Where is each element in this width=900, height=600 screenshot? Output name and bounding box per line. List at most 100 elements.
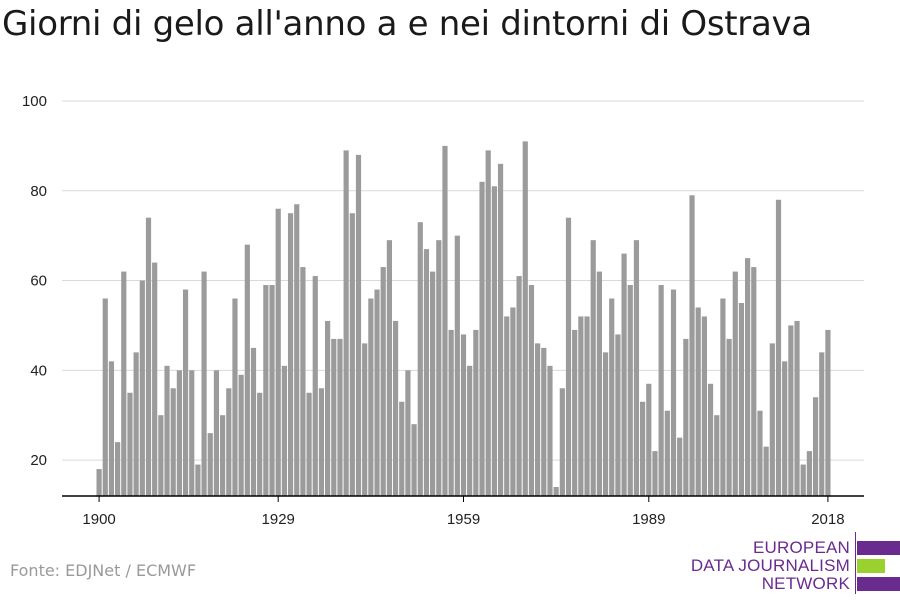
bar-1905: [127, 392, 133, 496]
chart-title: Giorni di gelo all'anno a e nei dintorni…: [2, 4, 812, 44]
bar-1915: [189, 370, 195, 496]
bar-1961: [473, 329, 479, 496]
bar-1934: [306, 392, 312, 496]
bar-1900: [96, 469, 102, 496]
bar-1974: [553, 487, 559, 496]
bar-1999: [707, 383, 714, 496]
bar-1945: [374, 289, 380, 496]
bar-1931: [287, 213, 294, 496]
bar-1948: [392, 320, 399, 496]
bar-1981: [596, 271, 602, 496]
bar-2001: [720, 298, 726, 496]
bar-1919: [213, 370, 220, 496]
bar-1985: [621, 253, 627, 496]
x-tick-label-1959: 1959: [447, 511, 480, 528]
x-tick-label-1929: 1929: [262, 511, 295, 528]
bar-1909: [152, 262, 158, 496]
bar-1970: [528, 285, 535, 496]
logo-bar-green: [857, 559, 885, 573]
bar-1991: [658, 285, 664, 496]
bar-1996: [689, 195, 695, 496]
bar-1952: [417, 222, 423, 496]
bar-1925: [250, 347, 257, 497]
bar-1987: [633, 240, 640, 496]
bar-1930: [281, 365, 287, 496]
bar-1924: [244, 244, 250, 496]
bar-1937: [325, 320, 331, 496]
bar-1929: [275, 208, 281, 497]
bar-1969: [522, 141, 528, 496]
bar-1964: [491, 186, 497, 496]
bar-1933: [300, 267, 306, 496]
bar-1901: [102, 298, 108, 496]
bar-1904: [121, 271, 127, 496]
bar-1968: [516, 276, 522, 496]
bar-1986: [627, 285, 633, 496]
bar-1935: [312, 276, 318, 496]
bar-1923: [238, 374, 244, 496]
bar-1973: [547, 365, 553, 496]
bar-1942: [355, 154, 362, 497]
bar-1944: [368, 298, 374, 496]
logo-line-1: EUROPEAN: [752, 538, 850, 557]
bar-1940: [343, 150, 349, 497]
bar-2016: [812, 397, 819, 496]
bar-1997: [695, 307, 701, 496]
bar-1976: [565, 217, 572, 496]
bar-2006: [751, 267, 757, 496]
bar-2000: [714, 415, 720, 496]
bar-2011: [782, 361, 788, 496]
bar-1947: [386, 240, 392, 496]
bar-1927: [263, 285, 269, 496]
bar-1980: [590, 240, 596, 496]
bar-1956: [442, 145, 448, 496]
bar-1992: [664, 410, 670, 496]
logo-bar-purple-top: [857, 541, 900, 555]
bar-2010: [775, 199, 782, 496]
bar-1954: [430, 271, 436, 496]
bar-1978: [578, 316, 584, 496]
bar-2005: [745, 258, 751, 496]
bar-1977: [572, 329, 578, 496]
bar-2002: [726, 338, 732, 496]
bar-1906: [133, 352, 139, 496]
bar-2003: [732, 271, 738, 496]
bar-1913: [176, 370, 182, 496]
logo-line-2: DATA JOURNALISM: [690, 556, 850, 575]
bar-1922: [232, 298, 238, 496]
y-tick-label-100: 100: [22, 93, 47, 110]
bar-1950: [405, 370, 411, 496]
bar-1946: [380, 267, 386, 496]
bar-1957: [448, 329, 454, 496]
bar-2004: [738, 302, 745, 496]
bar-2007: [757, 410, 763, 496]
bar-1916: [195, 464, 201, 496]
bar-2015: [806, 451, 812, 496]
bar-1907: [139, 280, 145, 496]
bar-1966: [504, 316, 510, 496]
bar-1972: [541, 347, 547, 497]
bar-1903: [115, 442, 121, 496]
y-tick-label-60: 60: [30, 273, 47, 290]
bar-1983: [609, 298, 615, 496]
bar-1921: [226, 388, 232, 496]
bar-1936: [318, 388, 325, 496]
bar-1918: [207, 433, 213, 496]
axes: 20 40 60 80 100 1900 1929 1959 1989 2018: [22, 93, 864, 528]
bar-1990: [652, 451, 658, 496]
bar-1998: [701, 316, 707, 496]
bar-1953: [423, 249, 430, 497]
bar-1949: [399, 401, 405, 496]
bar-1955: [436, 240, 442, 496]
bar-2013: [794, 320, 800, 496]
bar-1960: [467, 365, 473, 496]
bars: [96, 141, 831, 497]
bar-1932: [294, 204, 300, 497]
x-tick-label-1989: 1989: [632, 511, 665, 528]
bar-2009: [769, 343, 775, 496]
logo-bar-purple-bottom: [857, 577, 900, 591]
edjnet-logo[interactable]: EUROPEAN DATA JOURNALISM NETWORK: [691, 530, 900, 596]
bar-1988: [640, 401, 646, 496]
x-tick-label-1900: 1900: [82, 511, 115, 528]
bar-1995: [683, 338, 689, 496]
